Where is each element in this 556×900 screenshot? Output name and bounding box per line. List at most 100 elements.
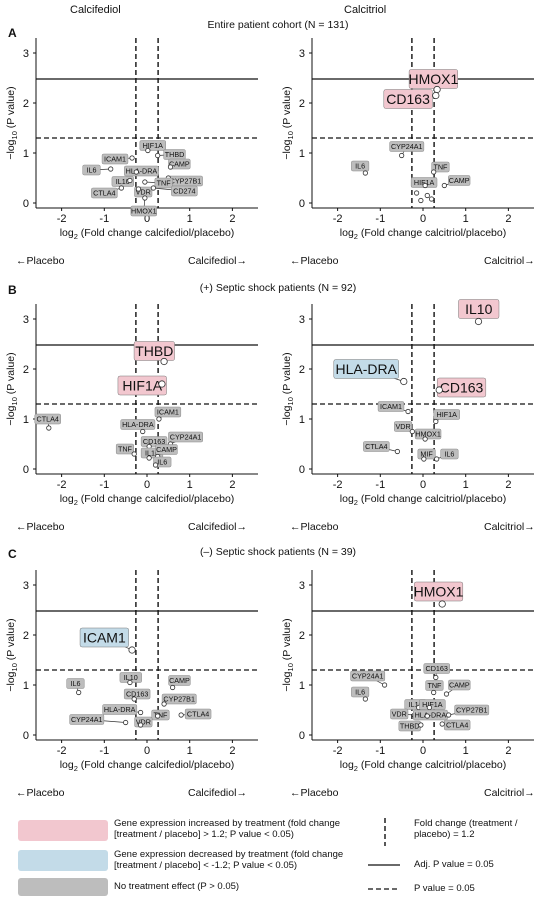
point-label-box (168, 675, 191, 686)
x-tick-label: -2 (57, 745, 67, 757)
x-tick-label: 2 (505, 479, 511, 491)
point-label: CYP27B1 (163, 695, 195, 704)
arrow-placebo-c-left: ←Placebo (16, 787, 65, 799)
data-point (439, 721, 445, 727)
point-label: ICAM1 (104, 155, 126, 164)
point-label-box (351, 686, 370, 698)
arrow-treat-c-right: Calcitriol→ (484, 787, 535, 799)
point-label: CTLA4 (93, 189, 115, 198)
x-tick-label: 0 (144, 479, 150, 491)
legend-adj-text: Adj. P value = 0.05 (414, 859, 494, 870)
point-label: CD163 (440, 380, 484, 396)
data-point (362, 696, 368, 702)
y-tick-label: 1 (23, 148, 29, 160)
x-tick-label: 1 (463, 479, 469, 491)
data-point (178, 712, 184, 718)
x-tick-label: -2 (333, 213, 343, 225)
data-point (474, 317, 483, 326)
point-label: IL6 (70, 679, 80, 688)
x-tick-label: -2 (57, 479, 67, 491)
data-point (137, 709, 144, 716)
point-label-box (413, 581, 464, 602)
point-label: VDR (136, 718, 151, 727)
point-label-box (154, 177, 173, 189)
data-point (433, 418, 439, 425)
point-label-box (120, 419, 156, 430)
point-label: TNF (427, 681, 442, 690)
point-label-box (390, 708, 409, 720)
y-tick-label: 3 (23, 48, 29, 60)
arrow-placebo-b-right: ←Placebo (290, 521, 339, 533)
legend-decreased-text: Gene expression decreased by treatment (… (114, 849, 344, 871)
legend-none-text: No treatment effect (P > 0.05) (114, 881, 240, 892)
data-point (426, 704, 433, 711)
point-label: IL10 (465, 301, 492, 317)
x-tick-label: -2 (57, 213, 67, 225)
data-point (156, 416, 162, 422)
data-point (362, 170, 368, 176)
x-tick-label: 2 (505, 745, 511, 757)
x-tick-label: 1 (463, 213, 469, 225)
point-label: THBD (165, 150, 185, 159)
data-point (167, 164, 174, 170)
point-label: IL6 (157, 458, 167, 467)
arrow-placebo-a-right: ←Placebo (290, 255, 339, 267)
point-label-box (350, 670, 386, 682)
point-label: HLA-DRA (335, 361, 397, 377)
point-label-box (140, 436, 168, 447)
data-point (443, 691, 450, 697)
point-label-box (155, 444, 178, 455)
y-tick-label: 0 (23, 730, 29, 742)
y-tick-label: 3 (299, 314, 305, 326)
point-label: THBD (400, 722, 420, 731)
section-title-a: Entire patient cohort (N = 131) (207, 19, 349, 31)
point-label: CYP24A1 (391, 142, 423, 151)
data-point (399, 152, 405, 159)
point-label-box (91, 187, 118, 199)
point-label: CYP24A1 (170, 433, 202, 442)
point-label-box (383, 89, 433, 109)
x-axis-label: log2 (Fold change calcifediol/placebo) (60, 493, 235, 507)
point-label: CD274 (173, 187, 195, 196)
legend-line-glyphs (368, 818, 400, 890)
data-point (108, 166, 114, 172)
y-tick-label: 3 (299, 580, 305, 592)
data-point (145, 147, 151, 154)
data-point (131, 451, 137, 457)
data-point (381, 682, 388, 688)
y-tick-label: 0 (299, 730, 305, 742)
point-label-box (133, 341, 175, 361)
data-point (435, 386, 443, 394)
y-axis-label: −log10 (P value) (281, 618, 295, 691)
point-label-box (154, 406, 182, 418)
y-tick-label: 0 (23, 464, 29, 476)
point-label: HIF1A (143, 141, 164, 150)
point-label: CYP27B1 (456, 706, 488, 715)
data-point (170, 684, 176, 691)
point-label: ICAM1 (380, 402, 402, 411)
point-label: CYP27B1 (170, 177, 202, 186)
data-point (431, 169, 437, 175)
arrow-treat-c-left: Calcifediol→ (188, 787, 247, 799)
x-tick-label: 0 (144, 213, 150, 225)
point-label: CAMP (169, 676, 190, 685)
point-label-box (124, 165, 159, 177)
point-label: CD163 (143, 437, 165, 446)
x-tick-label: -2 (333, 479, 343, 491)
data-point (424, 713, 430, 719)
x-tick-label: -2 (333, 745, 343, 757)
point-label-box (79, 627, 129, 648)
x-tick-label: 1 (187, 479, 193, 491)
arrow-treat-b-right: Calcitriol→ (484, 521, 535, 533)
data-point (424, 192, 430, 199)
legend-swatch-increased (18, 820, 108, 841)
section-title-c: (–) Septic shock patients (N = 39) (199, 546, 357, 558)
y-tick-label: 1 (23, 680, 29, 692)
point-label: VDR (136, 188, 151, 197)
point-label: CAMP (449, 681, 470, 690)
point-label: CAMP (169, 160, 190, 169)
x-tick-label: -1 (99, 745, 109, 757)
y-tick-label: 1 (299, 680, 305, 692)
arrow-treat-a-right: Calcitriol→ (484, 255, 535, 267)
data-point (161, 701, 167, 707)
